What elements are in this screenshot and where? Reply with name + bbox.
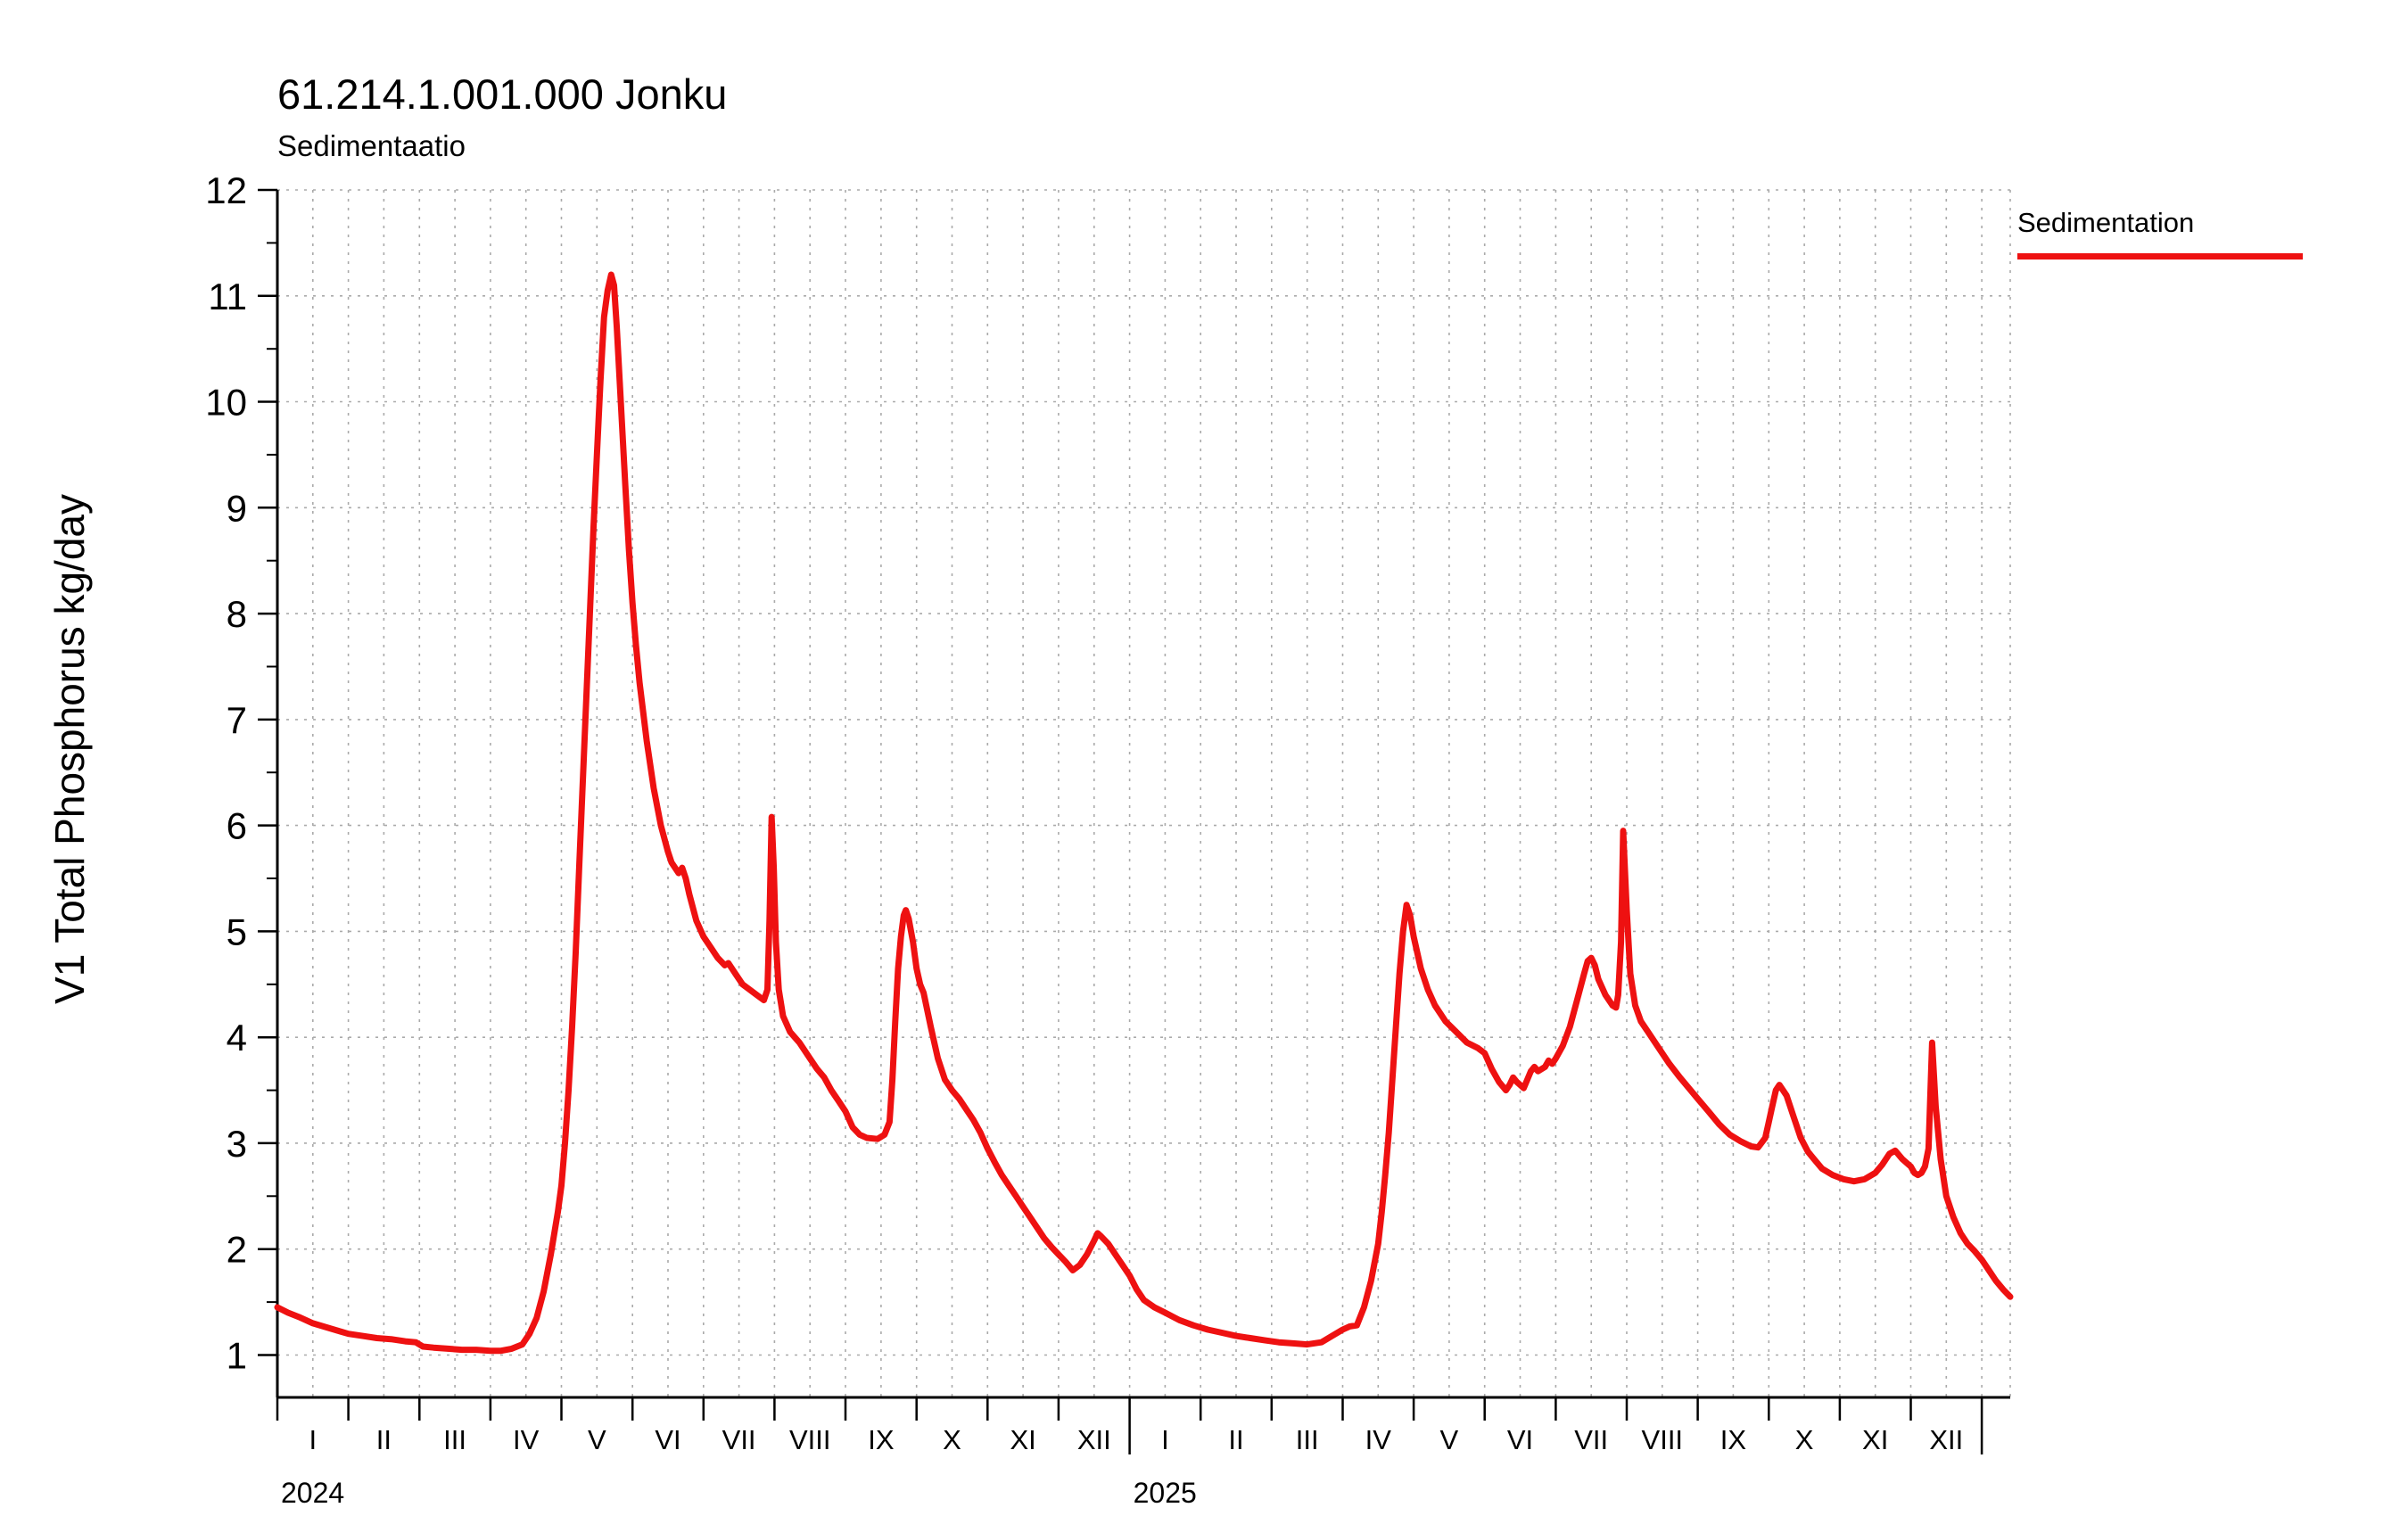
legend: Sedimentation [2017, 207, 2312, 260]
y-tick-label: 3 [227, 1123, 247, 1165]
y-tick-label: 10 [205, 382, 247, 424]
axes [276, 190, 2010, 1399]
month-tick-label: I [1161, 1424, 1169, 1455]
month-tick-label: XII [1077, 1424, 1111, 1455]
y-tick-label: 2 [227, 1229, 247, 1271]
month-tick-label: IV [1365, 1424, 1392, 1455]
gridlines [277, 189, 2011, 1397]
series-line-sedimentation [274, 271, 2014, 1355]
legend-line-swatch [2017, 253, 2303, 260]
y-tick-label: 1 [227, 1335, 247, 1377]
y-tick-label: 12 [205, 169, 247, 211]
month-tick-label: XI [1010, 1424, 1035, 1455]
month-tick-label: IV [513, 1424, 540, 1455]
month-tick-label: IX [1720, 1424, 1747, 1455]
month-tick-label: VIII [1642, 1424, 1684, 1455]
year-label: 2025 [1134, 1477, 1197, 1509]
month-tick-label: III [1296, 1424, 1319, 1455]
chart-title: 61.214.1.001.000 Jonku [277, 70, 728, 118]
month-tick-label: VI [1507, 1424, 1533, 1455]
month-tick-label: VII [722, 1424, 756, 1455]
y-tick-label: 5 [227, 910, 247, 952]
y-tick-label: 4 [227, 1017, 247, 1059]
month-tick-label: V [588, 1424, 606, 1455]
y-tick-label: 11 [208, 276, 247, 317]
month-tick-label: X [1795, 1424, 1814, 1455]
y-tick-label: 8 [227, 593, 247, 635]
month-tick-label: II [1228, 1424, 1243, 1455]
month-tick-label: I [309, 1424, 317, 1455]
month-tick-label: X [943, 1424, 961, 1455]
y-tick-label: 6 [227, 805, 247, 847]
month-tick-label: V [1440, 1424, 1459, 1455]
y-tick-label: 7 [227, 699, 247, 741]
month-tick-label: IX [868, 1424, 895, 1455]
legend-label: Sedimentation [2017, 207, 2195, 238]
month-tick-label: III [443, 1424, 466, 1455]
x-axis-ticks: I II III IV V VI VII VIII IX X XI XII I II III IV V VI VII… [276, 1397, 1983, 1509]
chart-subtitle: Sedimentaatio [277, 129, 466, 162]
y-tick-label: 9 [227, 487, 247, 529]
month-tick-label: VII [1574, 1424, 1608, 1455]
month-tick-label: XII [1929, 1424, 1963, 1455]
year-label: 2024 [281, 1477, 344, 1509]
month-tick-label: II [376, 1424, 392, 1455]
month-tick-label: XI [1862, 1424, 1888, 1455]
month-tick-label: VIII [789, 1424, 831, 1455]
month-tick-label: VI [655, 1424, 680, 1455]
